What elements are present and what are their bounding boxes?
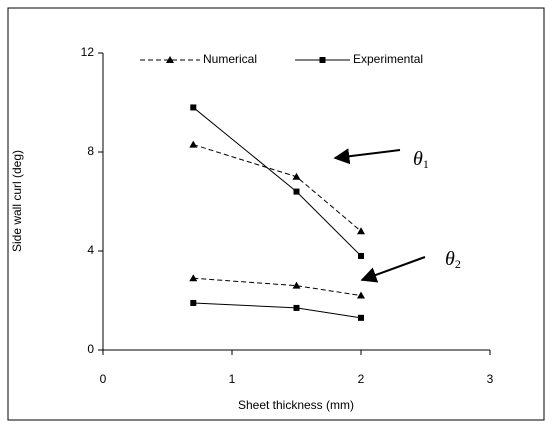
annotation-symbol: θ: [445, 248, 455, 270]
x-tick-label: 1: [229, 372, 236, 386]
square-marker: [293, 188, 300, 195]
square-marker: [358, 314, 364, 321]
annotation-symbol: θ: [413, 148, 423, 170]
y-tick-label: 4: [87, 243, 94, 257]
square-marker: [293, 304, 300, 311]
triangle-marker: [292, 281, 301, 289]
legend-label: Numerical: [203, 52, 257, 66]
series-line: [192, 107, 362, 257]
arrow: [360, 256, 426, 283]
square-marker: [358, 252, 364, 259]
square-marker: [190, 299, 197, 306]
triangle-marker: [357, 291, 365, 299]
legend-marker: [319, 57, 326, 63]
x-axis-label: Sheet thickness (mm): [238, 398, 354, 412]
arrow: [333, 148, 401, 165]
annotation-subscript: 1: [423, 157, 429, 171]
y-tick-label: 0: [87, 342, 94, 356]
y-tick-label: 8: [87, 144, 94, 158]
series-line: [193, 302, 362, 319]
triangle-marker: [292, 172, 301, 180]
triangle-marker: [189, 140, 198, 148]
x-tick-label: 0: [100, 372, 107, 386]
y-tick-label: 12: [81, 45, 95, 59]
legend-marker: [166, 56, 174, 63]
series-line: [193, 277, 362, 297]
y-axis-label: Side wall curl (deg): [10, 150, 24, 252]
legend-label: Experimental: [353, 52, 423, 66]
annotation-subscript: 2: [455, 257, 461, 271]
annotation: θ2: [445, 248, 461, 271]
frame: [7, 7, 545, 421]
annotation: θ1: [413, 148, 429, 171]
x-tick-label: 3: [487, 372, 494, 386]
square-marker: [190, 104, 197, 111]
triangle-marker: [357, 227, 365, 235]
triangle-marker: [189, 274, 198, 282]
x-tick-label: 2: [358, 372, 365, 386]
